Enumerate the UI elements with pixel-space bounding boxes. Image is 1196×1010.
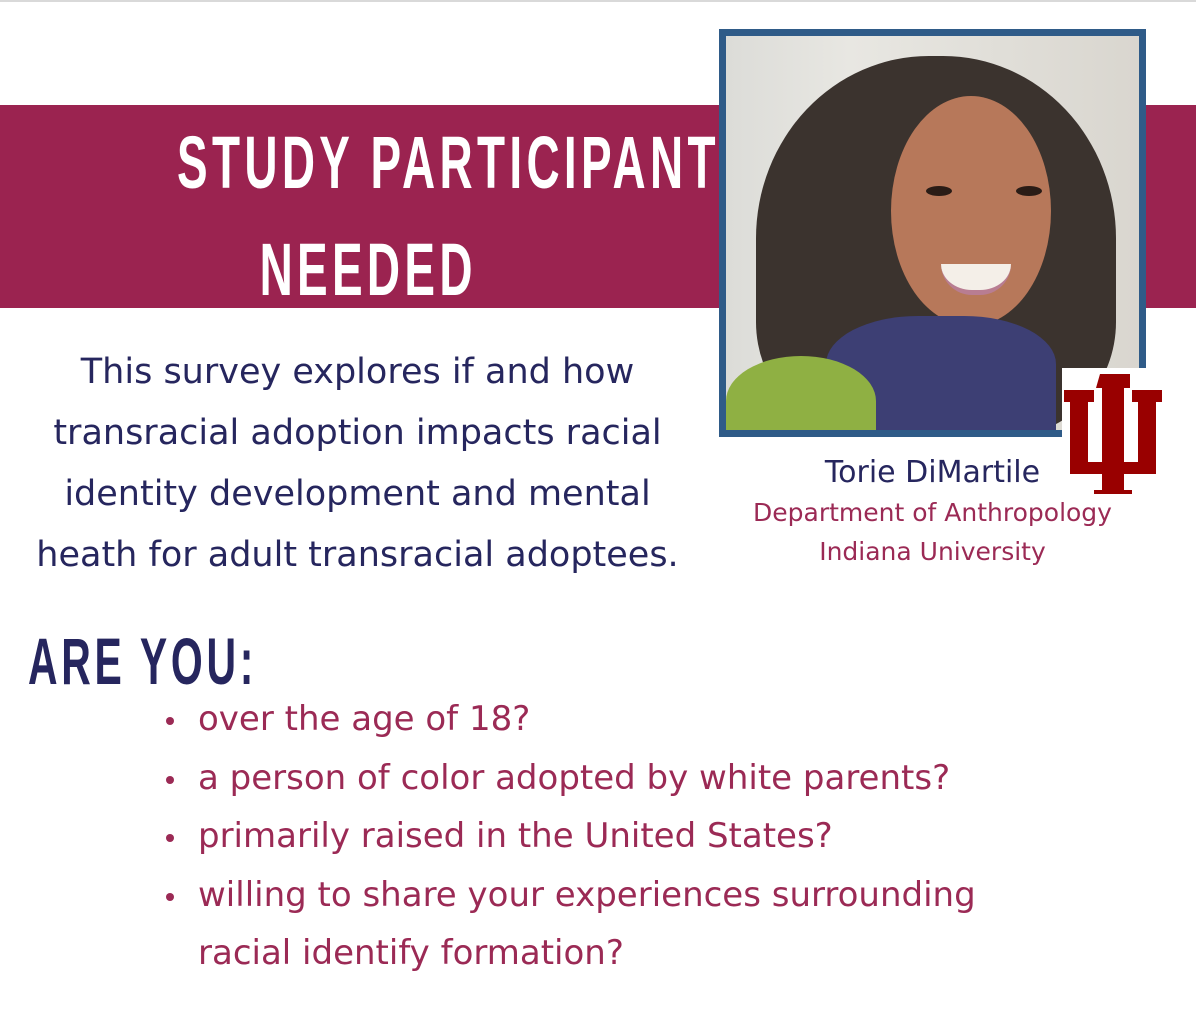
list-item: willing to share your experiences surrou…	[160, 866, 1068, 983]
researcher-name: Torie DiMartile	[824, 455, 1041, 490]
top-divider	[0, 0, 1196, 2]
researcher-department: Department of Anthropology	[753, 498, 1112, 527]
title-line-1: STUDY PARTICIPANTS	[177, 121, 755, 204]
researcher-photo	[719, 29, 1146, 437]
list-item: a person of color adopted by white paren…	[160, 749, 1068, 808]
list-item: over the age of 18?	[160, 690, 1068, 749]
title-line-2: NEEDED	[259, 228, 477, 311]
iu-logo-icon	[1062, 368, 1168, 504]
list-item: primarily raised in the United States?	[160, 807, 1068, 866]
survey-description: This survey explores if and how transrac…	[36, 352, 679, 575]
eligibility-list: over the age of 18? a person of color ad…	[160, 690, 1068, 983]
researcher-institution: Indiana University	[819, 537, 1046, 566]
eligibility-heading: ARE YOU:	[28, 624, 258, 698]
